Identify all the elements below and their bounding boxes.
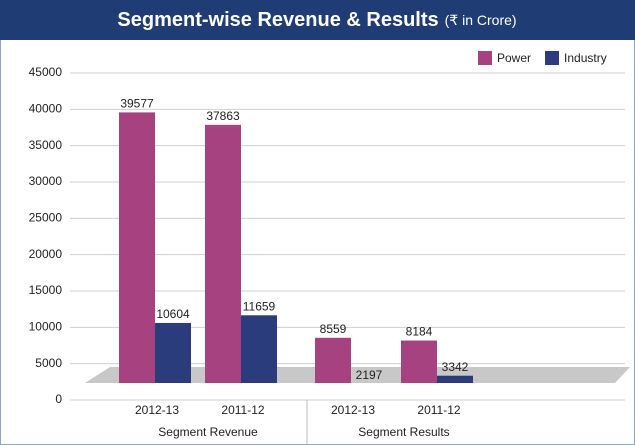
data-label: 3342 (442, 360, 469, 374)
data-label: 39577 (120, 97, 154, 111)
y-tick-label: 35000 (29, 138, 63, 152)
y-tick-label: 25000 (29, 211, 63, 225)
legend-swatch (478, 51, 492, 65)
y-tick-label: 45000 (29, 65, 63, 79)
title-bar (0, 0, 635, 40)
legend-swatch (545, 51, 560, 65)
y-tick-label: 10000 (29, 320, 63, 334)
chart-title: Segment-wise Revenue & Results (117, 9, 438, 31)
x-tick-label: 2012-13 (135, 403, 179, 417)
bar (241, 315, 277, 383)
data-label: 8559 (320, 322, 347, 336)
data-label: 37863 (206, 109, 240, 123)
group-label: Segment Results (358, 425, 449, 439)
data-label: 10604 (156, 307, 190, 321)
y-tick-label: 5000 (35, 356, 62, 370)
chart-title-group: Segment-wise Revenue & Results (₹ in Cror… (117, 9, 516, 31)
group-label: Segment Revenue (158, 425, 258, 439)
y-tick-label: 20000 (29, 247, 63, 261)
y-tick-label: 15000 (29, 283, 63, 297)
bar (315, 337, 351, 383)
y-tick-label: 30000 (29, 174, 63, 188)
data-label: 2197 (356, 368, 383, 382)
legend-label: Power (497, 51, 531, 65)
bar (155, 322, 191, 383)
y-tick-label: 0 (55, 392, 62, 406)
x-tick-label: 2012-13 (331, 403, 375, 417)
x-tick-label: 2011-12 (221, 403, 264, 417)
legend-label: Industry (564, 51, 607, 65)
data-label: 11659 (243, 299, 276, 313)
data-label: 8184 (406, 325, 433, 339)
chart-subtitle: (₹ in Crore) (445, 12, 517, 28)
x-tick-label: 2011-12 (417, 403, 460, 417)
bar (205, 124, 241, 384)
y-tick-label: 40000 (29, 102, 63, 116)
bar (401, 340, 437, 383)
bar (437, 375, 473, 383)
bar (119, 112, 155, 383)
